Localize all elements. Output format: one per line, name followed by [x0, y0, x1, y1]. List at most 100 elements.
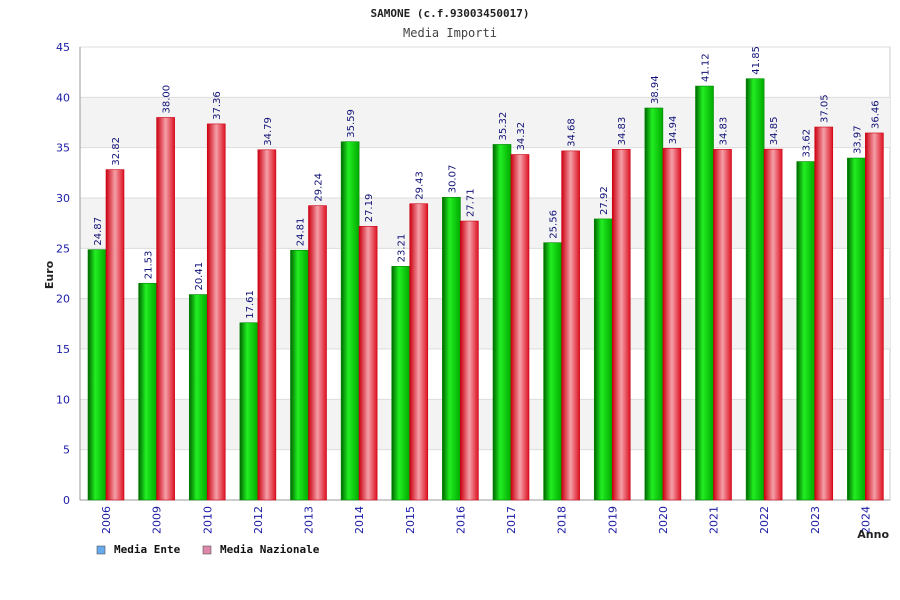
bar-media-ente	[543, 242, 562, 501]
bar-media-ente	[188, 294, 208, 501]
data-label: 30.07	[447, 165, 458, 194]
y-tick-label: 45	[56, 41, 70, 54]
y-axis-ticks: 0 5 10 15 20 25 30 35 40 45	[56, 41, 70, 507]
x-tick-label: 2017	[505, 506, 518, 534]
x-tick-label: 2006	[100, 506, 113, 534]
bar-media-ente	[644, 107, 664, 501]
bar-media-nazionale	[561, 150, 580, 501]
bar-media-ente	[87, 249, 107, 501]
data-label: 34.32	[516, 122, 527, 151]
data-label: 34.85	[769, 117, 780, 146]
x-tick-label: 2018	[556, 506, 569, 534]
data-label: 29.43	[415, 171, 426, 200]
bar-media-nazionale	[156, 117, 175, 501]
data-label: 34.79	[263, 117, 274, 146]
data-label: 20.41	[194, 262, 205, 291]
data-label: 33.62	[802, 129, 813, 158]
bar-media-ente	[442, 196, 461, 501]
bar-media-nazionale	[611, 149, 631, 501]
x-tick-label: 2012	[252, 506, 265, 534]
data-label: 27.71	[465, 188, 476, 217]
legend: Media Ente Media Nazionale	[96, 543, 320, 556]
data-label: 25.56	[549, 210, 560, 239]
y-tick-label: 35	[56, 142, 70, 155]
data-label: 24.87	[93, 217, 104, 246]
bar-media-ente	[745, 78, 765, 501]
y-axis-label: Euro	[43, 260, 56, 289]
x-tick-label: 2015	[404, 506, 417, 534]
bar-media-ente	[138, 282, 157, 501]
legend-swatch	[96, 545, 106, 555]
x-tick-label: 2014	[353, 506, 366, 534]
data-label: 35.32	[498, 112, 509, 141]
bar-media-nazionale	[865, 132, 884, 501]
data-label: 35.59	[346, 109, 357, 138]
bar-media-nazionale	[713, 149, 732, 501]
x-tick-label: 2020	[657, 506, 670, 534]
y-tick-label: 0	[63, 494, 70, 507]
data-label: 34.83	[617, 117, 628, 146]
data-label: 17.61	[245, 290, 256, 319]
bar-media-ente	[695, 85, 714, 501]
data-label: 37.05	[820, 94, 831, 123]
x-axis-label: Anno	[857, 528, 889, 541]
y-tick-label: 30	[56, 192, 70, 205]
bar-media-nazionale	[358, 225, 378, 501]
chart-title: SAMONE (c.f.93003450017)	[371, 7, 530, 20]
data-label: 41.85	[751, 46, 762, 75]
x-tick-label: 2021	[708, 506, 721, 534]
y-tick-label: 40	[56, 91, 70, 104]
data-label: 27.19	[364, 194, 375, 223]
bar-media-nazionale	[105, 169, 125, 501]
data-label: 32.82	[111, 137, 122, 166]
x-tick-label: 2022	[758, 506, 771, 534]
data-label: 34.68	[567, 118, 578, 147]
data-label: 24.81	[296, 218, 307, 247]
x-tick-label: 2023	[809, 506, 822, 534]
x-tick-label: 2013	[303, 506, 316, 534]
data-label: 23.21	[397, 234, 408, 263]
data-label: 34.83	[719, 117, 730, 146]
bar-media-nazionale	[662, 147, 682, 501]
data-label: 29.24	[314, 173, 325, 202]
legend-label: Media Nazionale	[220, 543, 320, 556]
data-label: 27.92	[599, 186, 610, 215]
x-tick-label: 2016	[454, 506, 467, 534]
chart-subtitle: Media Importi	[403, 26, 497, 40]
data-label: 41.12	[701, 53, 712, 82]
x-tick-label: 2009	[151, 506, 164, 534]
data-label: 36.46	[870, 100, 881, 129]
x-tick-label: 2024	[859, 506, 872, 534]
bar-media-nazionale	[814, 126, 834, 501]
bar-media-nazionale	[409, 203, 429, 501]
bar-media-nazionale	[257, 149, 277, 501]
y-tick-label: 5	[63, 444, 70, 457]
legend-swatch	[202, 545, 212, 555]
data-label: 37.36	[212, 91, 223, 120]
data-labels: 24.87 32.82 21.53 38.00 20.41 37.36 17.61 34.79…	[93, 46, 881, 319]
data-label: 21.53	[144, 251, 155, 280]
data-label: 38.00	[162, 85, 173, 114]
y-tick-label: 25	[56, 242, 70, 255]
x-tick-label: 2019	[606, 506, 619, 534]
y-tick-label: 15	[56, 343, 70, 356]
bar-media-nazionale	[460, 220, 479, 501]
data-label: 34.94	[668, 116, 679, 145]
bar-media-nazionale	[510, 154, 530, 501]
bar-media-ente	[239, 322, 259, 501]
bar-media-ente	[290, 249, 309, 501]
bar-media-ente	[391, 266, 411, 501]
bar-media-ente	[593, 218, 613, 501]
legend-label: Media Ente	[114, 543, 181, 556]
bars	[87, 78, 884, 501]
bar-media-ente	[796, 161, 816, 501]
data-label: 38.94	[650, 75, 661, 104]
bar-media-ente	[492, 144, 512, 501]
y-tick-label: 10	[56, 393, 70, 406]
bar-media-nazionale	[763, 148, 783, 501]
bar-media-ente	[340, 141, 360, 501]
bar-media-ente	[847, 157, 866, 501]
x-tick-label: 2010	[201, 506, 214, 534]
